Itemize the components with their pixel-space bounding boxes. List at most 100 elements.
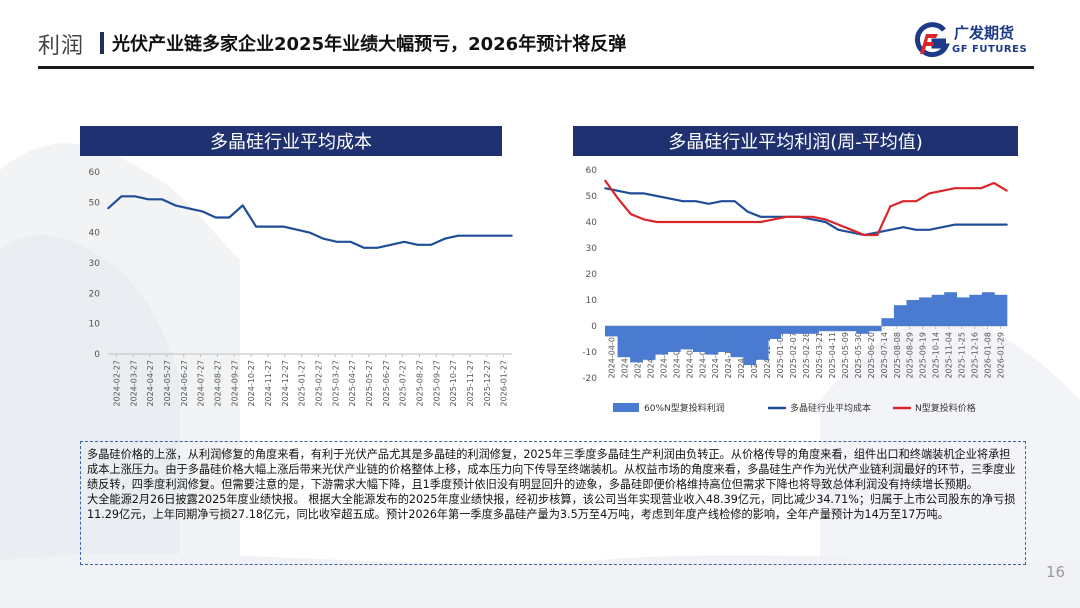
data-point	[241, 204, 244, 207]
x-tick-label: 2024-10-11	[724, 332, 733, 379]
x-tick-label: 2024-11-27	[264, 360, 273, 407]
data-point	[720, 221, 723, 223]
slide-title: 光伏产业链多家企业2025年业绩大幅预亏，2026年预计将反弹	[112, 34, 627, 55]
y-tick-label: 20	[586, 270, 598, 280]
data-point	[889, 205, 892, 208]
data-point	[511, 234, 513, 237]
y-tick-label: -10	[582, 348, 597, 358]
bar-profit	[969, 294, 983, 326]
data-point	[416, 244, 419, 246]
data-point	[682, 200, 684, 202]
series-line-0	[107, 195, 512, 249]
data-point	[201, 210, 204, 213]
data-point	[733, 200, 736, 202]
data-point	[228, 216, 230, 219]
bar-profit	[667, 326, 681, 352]
data-point	[656, 221, 658, 223]
header-rule	[38, 66, 1034, 69]
series-line-2	[604, 179, 1008, 237]
data-point	[954, 187, 956, 189]
bar-profit	[831, 326, 844, 332]
bar-profit	[705, 326, 719, 355]
legend-label: 多晶硅行业平均成本	[790, 402, 871, 414]
data-point	[349, 240, 352, 243]
section-label: 利润	[38, 34, 85, 59]
data-point	[772, 216, 775, 218]
data-point	[824, 218, 827, 221]
x-tick-label: 2024-06-28	[659, 332, 668, 379]
data-point	[390, 244, 392, 246]
bar-profit	[994, 294, 1008, 326]
data-point	[928, 229, 930, 231]
data-point	[497, 234, 500, 237]
data-point	[993, 182, 995, 184]
y-tick-label: 50	[586, 192, 598, 202]
data-point	[915, 229, 918, 231]
x-tick-label: 2025-07-14	[880, 332, 889, 379]
note-paragraph-2: 大全能源2月26日披露2025年度业绩快报。 根据大全能源发布的2025年度业绩…	[87, 493, 1016, 521]
x-tick-label: 2025-06-20	[867, 332, 876, 379]
gf-logo-icon	[915, 22, 950, 58]
data-point	[107, 207, 109, 210]
data-point	[720, 200, 723, 202]
x-tick-label: 2025-10-27	[449, 360, 458, 407]
data-point	[403, 240, 406, 243]
bar-profit	[730, 326, 744, 358]
x-tick-label: 2025-02-28	[802, 332, 811, 379]
data-point	[656, 195, 658, 197]
data-point	[941, 190, 943, 192]
bar-profit	[843, 326, 857, 332]
data-point	[915, 200, 918, 202]
y-tick-label: 10	[89, 320, 101, 330]
data-point	[759, 221, 762, 223]
data-point	[694, 200, 697, 202]
data-point	[759, 216, 762, 218]
bar-profit	[793, 326, 807, 334]
bar-profit	[881, 318, 895, 326]
data-point	[669, 221, 671, 223]
data-point	[214, 216, 217, 219]
data-point	[120, 195, 123, 198]
bar-profit	[806, 326, 819, 334]
bar-profit	[919, 297, 932, 326]
data-point	[980, 223, 982, 226]
bar-profit	[605, 326, 618, 337]
x-tick-label: 2026-01-29	[997, 332, 1006, 379]
data-point	[309, 231, 311, 234]
x-tick-label: 2025-02-07	[789, 332, 798, 379]
bar-profit	[630, 326, 643, 363]
y-tick-label: 30	[586, 244, 598, 254]
x-tick-label: 2025-07-27	[399, 360, 408, 407]
title-bar-marker	[100, 32, 104, 54]
x-tick-label: 2025-12-27	[483, 360, 492, 407]
bar-profit	[655, 326, 669, 355]
x-tick-label: 2025-09-19	[919, 332, 928, 379]
x-tick-label: 2025-10-14	[932, 332, 941, 379]
data-point	[604, 179, 606, 182]
data-point	[811, 216, 814, 218]
legend-swatch-bar	[613, 403, 639, 412]
data-point	[255, 225, 257, 228]
x-tick-label: 2026-01-08	[984, 332, 993, 379]
bar-profit	[868, 326, 882, 332]
bar-profit	[856, 326, 870, 334]
chart-title-profit: 多晶硅行业平均利润(周-平均值)	[573, 126, 1018, 156]
x-tick-label: 2024-10-27	[247, 360, 256, 407]
data-point	[954, 223, 956, 226]
x-tick-label: 2025-02-27	[314, 360, 323, 407]
x-tick-label: 2024-06-27	[180, 360, 189, 407]
y-tick-label: 40	[89, 229, 101, 239]
data-point	[694, 221, 697, 223]
bar-profit	[617, 326, 631, 358]
data-point	[147, 198, 150, 201]
data-point	[876, 234, 879, 236]
x-tick-label: 2026-01-27	[500, 360, 509, 407]
data-point	[188, 207, 190, 210]
data-point	[733, 221, 736, 223]
x-tick-label: 2024-07-27	[197, 360, 206, 407]
y-tick-label: 50	[89, 198, 101, 208]
data-point	[837, 223, 840, 226]
data-point	[643, 218, 645, 221]
data-point	[363, 247, 365, 249]
